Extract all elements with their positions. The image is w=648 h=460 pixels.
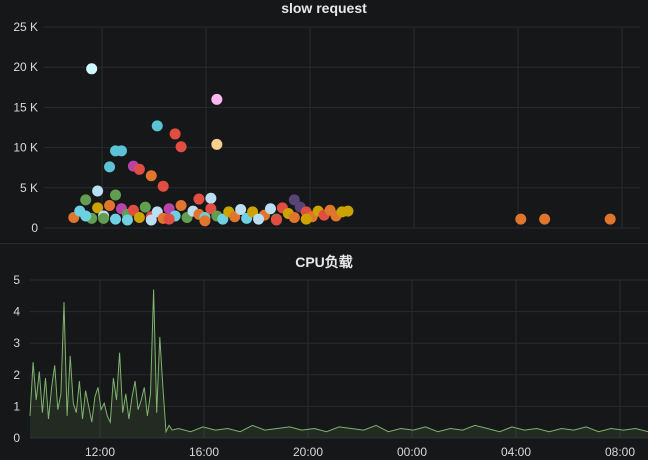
x-tick-label: 04:00 [501,445,531,459]
slow-request-scatter-chart: 0 5 K 10 K 15 K 20 K 25 K [13,20,640,235]
scatter-point [92,185,104,197]
scatter-point [98,212,110,224]
scatter-point [253,213,265,225]
x-tick-label: 00:00 [397,445,427,459]
scatter-point [145,214,157,226]
cpu-load-line-chart: 0 1 2 3 4 5 12:00 16:00 20:00 00:00 04:00 08:00 [13,273,648,459]
y-tick-label: 4 [13,305,20,319]
scatter-point [205,192,217,204]
scatter-point [169,128,181,140]
scatter-point [300,213,312,225]
x-tick-label: 16:00 [189,445,219,459]
scatter-point [145,170,157,182]
panel-title[interactable]: CPU负载 [295,254,353,270]
scatter-point [205,203,217,215]
scatter-point [515,213,527,225]
scatter-point [342,205,354,217]
scatter-point [175,199,187,211]
y-tick-label: 3 [13,336,20,350]
scatter-point [110,213,122,225]
scatter-point [127,204,139,216]
scatter-point [175,141,187,153]
scatter-point [163,203,175,215]
scatter-point [157,180,169,192]
y-tick-label: 5 [13,273,20,287]
scatter-point [133,163,145,175]
scatter-point [288,212,300,224]
series-area [30,289,648,438]
scatter-point [288,194,300,206]
y-tick-label: 0 [13,431,20,445]
slow-request-panel: slow request 0 5 K 10 K 15 K 20 K 25 K [13,0,640,235]
scatter-point [163,213,175,225]
y-tick-label: 5 K [20,181,38,195]
scatter-point [199,215,211,227]
y-tick-label: 20 K [13,60,38,74]
scatter-point [104,161,116,173]
y-tick-label: 1 [13,399,20,413]
x-tick-label: 08:00 [605,445,635,459]
scatter-point [115,145,127,157]
scatter-point [151,120,163,132]
scatter-point [133,212,145,224]
scatter-point [211,138,223,150]
panel-title[interactable]: slow request [281,0,367,16]
x-tick-label: 12:00 [85,445,115,459]
scatter-point [104,199,116,211]
y-tick-label: 15 K [13,100,38,114]
scatter-point [139,201,151,213]
scatter-point [193,193,205,205]
scatter-point [86,63,98,75]
scatter-point [604,213,616,225]
scatter-point [229,211,241,223]
series-line [29,289,648,434]
scatter-point [539,213,551,225]
cpu-load-panel: CPU负载 0 1 2 3 4 5 12:00 16:00 20:00 00:00 04:00 08:… [0,243,648,460]
y-tick-label: 2 [13,368,20,382]
scatter-point [247,206,259,218]
scatter-point [110,189,122,201]
scatter-point [92,202,104,214]
scatter-point [217,213,229,225]
y-tick-label: 0 [31,221,38,235]
y-tick-label: 25 K [13,20,38,34]
scatter-point [235,204,247,216]
scatter-point [270,214,282,226]
scatter-point [264,203,276,215]
scatter-point [211,93,223,105]
x-tick-label: 20:00 [293,445,323,459]
y-tick-label: 10 K [13,141,38,155]
scatter-point [80,210,92,222]
scatter-point [80,194,92,206]
scatter-point [121,214,133,226]
